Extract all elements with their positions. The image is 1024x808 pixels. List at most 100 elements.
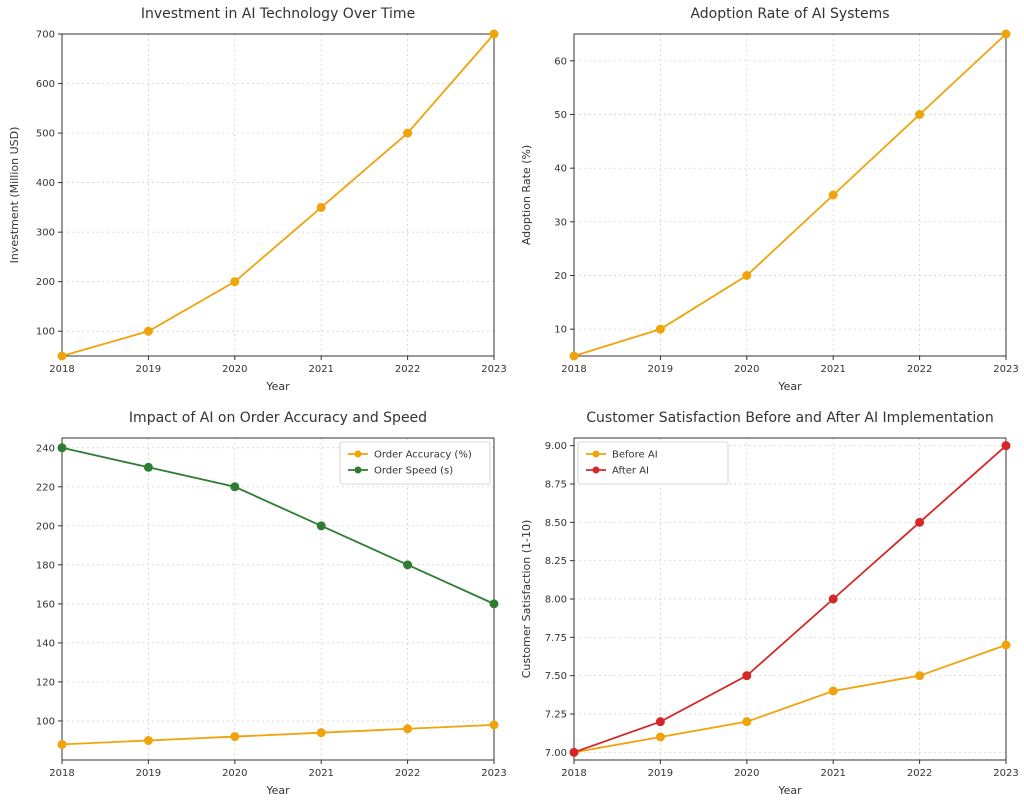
y-tick-label: 120 <box>36 677 55 688</box>
y-tick-label: 30 <box>554 217 567 228</box>
legend-swatch-marker <box>355 451 362 458</box>
x-tick-label: 2022 <box>395 364 420 375</box>
x-tick-label: 2018 <box>561 364 586 375</box>
y-axis-label: Investment (Million USD) <box>8 127 21 264</box>
y-tick-label: 7.25 <box>545 710 567 721</box>
panel-satisfaction: Customer Satisfaction Before and After A… <box>512 404 1024 808</box>
series-marker <box>317 203 325 211</box>
chart-title: Investment in AI Technology Over Time <box>141 6 415 22</box>
y-tick-label: 10 <box>554 325 567 336</box>
y-tick-label: 400 <box>36 178 55 189</box>
x-tick-label: 2020 <box>222 768 247 779</box>
panel-investment: Investment in AI Technology Over Time 100… <box>0 0 512 404</box>
x-tick-label: 2018 <box>561 768 586 779</box>
x-tick-label: 2023 <box>481 768 506 779</box>
series-marker <box>743 672 751 680</box>
series-marker <box>656 733 664 741</box>
y-tick-label: 7.50 <box>545 671 567 682</box>
y-tick-label: 600 <box>36 79 55 90</box>
series-marker <box>231 278 239 286</box>
series-line <box>574 34 1006 356</box>
legend-swatch-marker <box>593 451 600 458</box>
legend-swatch-marker <box>355 467 362 474</box>
series-marker <box>490 600 498 608</box>
x-tick-label: 2023 <box>993 364 1018 375</box>
y-tick-label: 8.25 <box>545 556 567 567</box>
x-tick-label: 2018 <box>49 364 74 375</box>
legend-swatch-marker <box>593 467 600 474</box>
x-tick-label: 2022 <box>907 768 932 779</box>
y-tick-label: 100 <box>36 716 55 727</box>
x-tick-label: 2020 <box>734 768 759 779</box>
series-marker <box>656 718 664 726</box>
y-tick-label: 100 <box>36 327 55 338</box>
y-tick-label: 8.00 <box>545 595 567 606</box>
series-marker <box>829 595 837 603</box>
series-marker <box>570 748 578 756</box>
y-tick-label: 700 <box>36 30 55 41</box>
series-marker <box>743 272 751 280</box>
panel-impact: Impact of AI on Order Accuracy and Speed… <box>0 404 512 808</box>
series-marker <box>829 687 837 695</box>
series-marker <box>916 111 924 119</box>
chart-title: Customer Satisfaction Before and After A… <box>586 410 993 426</box>
legend-box <box>340 442 490 484</box>
series-marker <box>404 725 412 733</box>
y-axis-label: Customer Satisfaction (1-10) <box>520 520 533 679</box>
series-marker <box>1002 30 1010 38</box>
series-marker <box>570 352 578 360</box>
y-tick-label: 240 <box>36 443 55 454</box>
series-marker <box>58 740 66 748</box>
y-tick-label: 200 <box>36 277 55 288</box>
y-tick-label: 220 <box>36 482 55 493</box>
series-marker <box>144 327 152 335</box>
series-marker <box>144 463 152 471</box>
series-marker <box>1002 442 1010 450</box>
x-tick-label: 2021 <box>308 364 333 375</box>
series-marker <box>490 30 498 38</box>
y-tick-label: 7.75 <box>545 633 567 644</box>
series-marker <box>231 733 239 741</box>
x-tick-label: 2023 <box>481 364 506 375</box>
series-marker <box>916 672 924 680</box>
x-tick-label: 2020 <box>222 364 247 375</box>
legend-label: Order Accuracy (%) <box>374 450 472 461</box>
series-marker <box>58 444 66 452</box>
chart-grid: Investment in AI Technology Over Time 100… <box>0 0 1024 808</box>
panel-adoption: Adoption Rate of AI Systems1020304050602… <box>512 0 1024 404</box>
chart-title: Impact of AI on Order Accuracy and Speed <box>129 410 427 426</box>
legend-label: After AI <box>612 466 649 477</box>
x-tick-label: 2019 <box>648 364 673 375</box>
y-axis-label: Adoption Rate (%) <box>520 145 533 245</box>
x-tick-label: 2022 <box>907 364 932 375</box>
series-line <box>62 725 494 745</box>
y-tick-label: 180 <box>36 560 55 571</box>
series-marker <box>1002 641 1010 649</box>
x-tick-label: 2020 <box>734 364 759 375</box>
y-tick-label: 200 <box>36 521 55 532</box>
x-tick-label: 2018 <box>49 768 74 779</box>
y-tick-label: 40 <box>554 164 567 175</box>
series-line <box>62 34 494 356</box>
series-marker <box>58 352 66 360</box>
legend-label: Order Speed (s) <box>374 466 453 477</box>
series-marker <box>656 325 664 333</box>
series-marker <box>144 736 152 744</box>
x-tick-label: 2019 <box>136 768 161 779</box>
y-tick-label: 300 <box>36 228 55 239</box>
y-tick-label: 160 <box>36 599 55 610</box>
x-axis-label: Year <box>777 784 802 797</box>
chart-title: Adoption Rate of AI Systems <box>690 6 889 22</box>
x-tick-label: 2021 <box>820 364 845 375</box>
y-tick-label: 9.00 <box>545 441 567 452</box>
x-tick-label: 2022 <box>395 768 420 779</box>
x-tick-label: 2023 <box>993 768 1018 779</box>
y-tick-label: 50 <box>554 110 567 121</box>
x-tick-label: 2019 <box>648 768 673 779</box>
series-marker <box>317 522 325 530</box>
legend-box <box>578 442 728 484</box>
x-axis-label: Year <box>265 380 290 393</box>
series-marker <box>490 721 498 729</box>
series-marker <box>916 518 924 526</box>
series-marker <box>231 483 239 491</box>
